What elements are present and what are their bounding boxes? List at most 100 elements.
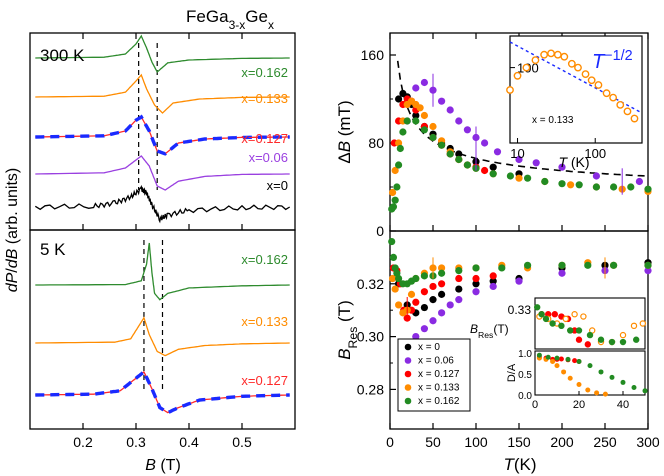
inset-data-point (551, 311, 559, 318)
inset-data-point (522, 63, 531, 72)
inset-data-point (619, 338, 627, 346)
inset-data-point (576, 358, 582, 364)
data-point (592, 183, 601, 191)
data-point (429, 296, 437, 304)
legend-marker (404, 384, 412, 391)
data-point (455, 155, 463, 164)
inset-power-law-label: T−1/2 (592, 48, 633, 73)
data-point (438, 309, 446, 317)
y-axis-label-part: (arb. units) (4, 168, 21, 249)
inset-x-tick-label: 20 (573, 399, 585, 411)
data-point (644, 261, 652, 269)
data-point (515, 155, 523, 164)
data-point (489, 277, 497, 285)
inset-x-axis-label-part: T (558, 154, 568, 170)
spectra-5k-panel: x=0.162 x=0.133 x=0.127 5 K 0.2 0.3 0.4 0.5 B (T… (29, 229, 296, 474)
data-point (416, 104, 424, 112)
inset-x-axis-label: T (K) (558, 154, 589, 170)
data-point (429, 317, 437, 325)
inset-x-tick-label: 40 (617, 399, 629, 411)
data-point (472, 264, 480, 272)
x-axis-label: B (T) (145, 457, 181, 474)
legend-label: x = 0.06 (418, 356, 454, 367)
inset-data-point (633, 336, 640, 343)
fit-dashed-line (35, 369, 290, 415)
inset-data-point (602, 391, 608, 397)
x-tick-label: 0.3 (126, 434, 146, 450)
inset-data-point (531, 56, 540, 65)
data-point (489, 170, 497, 178)
inset-data-point (620, 379, 626, 385)
data-point (407, 290, 416, 298)
series-label: x=0 (267, 178, 288, 193)
temperature-label: 5 K (40, 240, 66, 259)
inset-y-tick-label: 0.5 (518, 370, 532, 381)
inset-data-point (594, 81, 603, 89)
y-tick-label: 160 (361, 47, 385, 63)
inset-data-point (536, 352, 542, 358)
data-point (489, 282, 497, 291)
inset-data-point (580, 313, 587, 320)
data-point (455, 267, 463, 275)
inset-data-point (642, 388, 648, 394)
data-point (558, 269, 566, 277)
data-point (515, 174, 523, 182)
inset-data-point (567, 327, 574, 334)
y-axis-label-part: B (335, 141, 354, 152)
inset-data-point (550, 358, 556, 364)
inset-data-point (639, 320, 647, 327)
inset-y-tick-label: 1.0 (518, 349, 532, 360)
data-point (455, 150, 463, 158)
inset-data-point (567, 375, 573, 381)
spectrum-trace (35, 155, 290, 191)
x-axis-label-part: B (145, 457, 156, 474)
inset-data-point (609, 374, 615, 380)
inset-data-point (585, 387, 591, 393)
inset-data-point (558, 356, 564, 362)
data-point (395, 95, 403, 103)
figure-title-part: x (268, 18, 274, 32)
y-axis-label-part: dB (4, 248, 21, 268)
x-tick-label: 200 (550, 434, 574, 450)
data-point (463, 161, 471, 169)
x-tick-label: 300 (636, 434, 660, 450)
legend-marker (404, 357, 412, 364)
data-point (412, 274, 420, 283)
inset-data-point (540, 50, 549, 59)
spectrum-trace (35, 73, 290, 114)
data-point (412, 111, 420, 120)
x-axis-label: T(K) (503, 455, 536, 474)
figure-title: FeGa3-xGex (186, 7, 274, 32)
x-tick-label: 0.4 (179, 434, 199, 450)
inset-label-part: B (470, 322, 478, 336)
inset-data-point (623, 107, 632, 116)
data-point (584, 261, 592, 269)
data-point (420, 126, 428, 134)
data-point (635, 177, 644, 186)
data-point (455, 117, 463, 125)
data-point (438, 264, 446, 272)
series-label: x=0.133 (241, 314, 288, 329)
inset-power-law-label-part: −1/2 (604, 48, 632, 64)
data-point (455, 296, 463, 304)
data-point (388, 237, 396, 246)
y-axis-label: BRes (T) (335, 300, 360, 360)
inset-data-point (560, 52, 569, 61)
inset-power-law-line (509, 41, 643, 114)
spectrum-trace (35, 34, 290, 74)
inset-data-point (513, 71, 522, 80)
data-point (524, 174, 532, 182)
y-axis-label-part: Res (346, 327, 360, 349)
inset-label: x = 0.133 (532, 115, 574, 126)
x-tick-label: 50 (425, 434, 441, 450)
inset-data-point (558, 322, 565, 330)
data-point (592, 172, 601, 180)
data-point (446, 150, 454, 158)
inset-data-point (572, 358, 578, 364)
data-point (506, 172, 514, 180)
inset-label: BRes(T) (470, 322, 509, 340)
data-point (644, 267, 652, 275)
inset-data-point (554, 363, 560, 369)
